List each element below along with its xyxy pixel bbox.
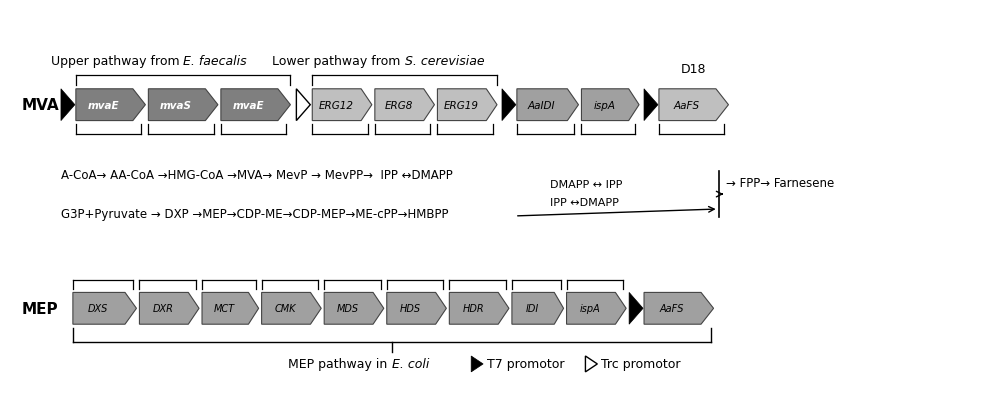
- Polygon shape: [61, 90, 75, 121]
- Text: AaFS: AaFS: [660, 304, 684, 313]
- Text: MCT: MCT: [214, 304, 235, 313]
- Polygon shape: [202, 293, 259, 325]
- Polygon shape: [73, 293, 136, 325]
- Text: A-CoA→ AA-CoA →HMG-CoA →MVA→ MevP → MevPP→  IPP ↔DMAPP: A-CoA→ AA-CoA →HMG-CoA →MVA→ MevP → MevP…: [61, 169, 453, 181]
- Polygon shape: [471, 356, 483, 372]
- Polygon shape: [581, 90, 639, 121]
- Polygon shape: [139, 293, 199, 325]
- Polygon shape: [567, 293, 626, 325]
- Text: IDI: IDI: [526, 304, 539, 313]
- Text: MDS: MDS: [337, 304, 359, 313]
- Polygon shape: [437, 90, 497, 121]
- Polygon shape: [148, 90, 218, 121]
- Text: mvaE: mvaE: [233, 100, 265, 110]
- Text: E. coli: E. coli: [392, 358, 429, 370]
- Polygon shape: [517, 90, 578, 121]
- Polygon shape: [512, 293, 564, 325]
- Text: AaFS: AaFS: [674, 100, 700, 110]
- Polygon shape: [644, 90, 658, 121]
- Text: Trc promotor: Trc promotor: [601, 358, 681, 370]
- Text: G3P+Pyruvate → DXP →MEP→CDP-ME→CDP-MEP→ME-cPP→HMBPP: G3P+Pyruvate → DXP →MEP→CDP-ME→CDP-MEP→M…: [61, 208, 448, 221]
- Polygon shape: [387, 293, 446, 325]
- Polygon shape: [659, 90, 728, 121]
- Polygon shape: [449, 293, 509, 325]
- Polygon shape: [324, 293, 384, 325]
- Text: T7 promotor: T7 promotor: [487, 358, 565, 370]
- Text: D18: D18: [681, 63, 706, 76]
- Polygon shape: [502, 90, 516, 121]
- Text: HDS: HDS: [400, 304, 421, 313]
- Text: DMAPP ↔ IPP: DMAPP ↔ IPP: [550, 180, 622, 190]
- Polygon shape: [375, 90, 434, 121]
- Text: DXR: DXR: [153, 304, 174, 313]
- Text: ispA: ispA: [593, 100, 615, 110]
- Text: mvaE: mvaE: [88, 100, 119, 110]
- Text: AaIDI: AaIDI: [528, 100, 555, 110]
- Polygon shape: [644, 293, 714, 325]
- Text: S. cerevisiae: S. cerevisiae: [405, 55, 484, 68]
- Polygon shape: [585, 356, 597, 372]
- Polygon shape: [629, 293, 643, 325]
- Text: mvaS: mvaS: [160, 100, 192, 110]
- Polygon shape: [296, 90, 310, 121]
- Text: MEP: MEP: [21, 301, 58, 316]
- Text: IPP ↔DMAPP: IPP ↔DMAPP: [550, 197, 619, 207]
- Text: Upper pathway from: Upper pathway from: [51, 55, 183, 68]
- Text: HDR: HDR: [462, 304, 484, 313]
- Text: → FPP→ Farnesene: → FPP→ Farnesene: [726, 176, 835, 189]
- Text: E. faecalis: E. faecalis: [183, 55, 247, 68]
- Text: ERG8: ERG8: [384, 100, 413, 110]
- Polygon shape: [76, 90, 145, 121]
- Text: ERG19: ERG19: [444, 100, 479, 110]
- Text: Lower pathway from: Lower pathway from: [272, 55, 405, 68]
- Polygon shape: [221, 90, 290, 121]
- Text: ispA: ispA: [580, 304, 601, 313]
- Polygon shape: [312, 90, 372, 121]
- Text: DXS: DXS: [88, 304, 109, 313]
- Text: ERG12: ERG12: [319, 100, 354, 110]
- Text: CMK: CMK: [275, 304, 296, 313]
- Text: MEP pathway in: MEP pathway in: [288, 358, 392, 370]
- Text: MVA: MVA: [21, 98, 59, 113]
- Polygon shape: [262, 293, 321, 325]
